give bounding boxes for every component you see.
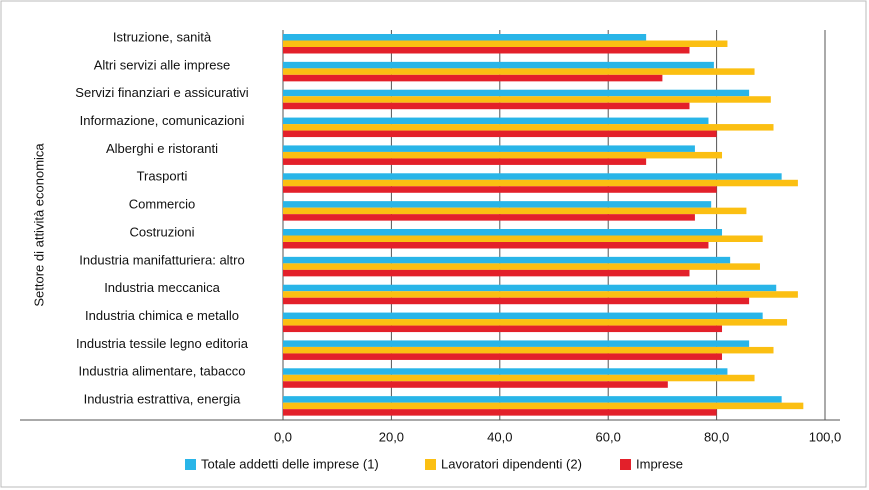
bar (283, 186, 717, 193)
bar (283, 61, 714, 69)
bar (283, 47, 690, 54)
bar (283, 40, 728, 47)
bar (283, 374, 755, 382)
bar (283, 256, 731, 264)
legend-swatch (185, 459, 196, 470)
y-tick-label: Altri servizi alle imprese (94, 57, 231, 72)
y-axis-title: Settore di attività economica (31, 143, 46, 307)
bar (283, 368, 728, 375)
y-tick-label: Industria chimica e metallo (85, 308, 239, 323)
x-tick-label: 0,0 (274, 429, 292, 444)
y-tick-label: Industria tessile legno editoria (76, 336, 249, 351)
legend-swatch (425, 459, 436, 470)
y-tick-label: Informazione, comunicazioni (80, 113, 245, 128)
bar (283, 229, 723, 236)
x-tick-label: 60,0 (596, 429, 621, 444)
bar (283, 34, 647, 41)
bar (283, 207, 747, 215)
legend-label: Lavoratori dipendenti (2) (441, 456, 582, 471)
bar (283, 214, 695, 221)
bar (283, 173, 782, 180)
x-tick-label: 80,0 (704, 429, 729, 444)
bar (283, 381, 668, 388)
bar (283, 130, 717, 138)
bar (283, 409, 717, 416)
x-tick-label: 40,0 (487, 429, 512, 444)
y-tick-label: Alberghi e ristoranti (106, 141, 218, 156)
bar (283, 340, 750, 347)
y-tick-label: Trasporti (137, 169, 188, 184)
legend-label: Imprese (636, 456, 683, 471)
y-tick-label: Istruzione, sanità (113, 29, 212, 44)
bar (283, 74, 663, 82)
bar (283, 124, 774, 131)
y-tick-label: Industria meccanica (104, 280, 220, 295)
y-tick-label: Industria manifatturiera: altro (79, 252, 244, 267)
bar (283, 242, 709, 249)
y-tick-label: Industria alimentare, tabacco (79, 364, 246, 379)
bar (283, 263, 760, 270)
bar (283, 102, 690, 110)
bar (283, 353, 723, 360)
bar (283, 89, 750, 97)
bar (283, 396, 782, 403)
bar (283, 145, 695, 152)
bar (283, 402, 804, 410)
y-tick-label: Servizi finanziari e assicurativi (75, 85, 249, 100)
bar (283, 235, 763, 242)
x-tick-label: 20,0 (379, 429, 404, 444)
bar (283, 179, 798, 187)
bar (283, 346, 774, 354)
y-tick-label: Costruzioni (129, 224, 194, 239)
bar (283, 297, 750, 305)
bar (283, 68, 755, 75)
bar (283, 269, 690, 277)
y-tick-label: Commercio (129, 197, 195, 212)
bar (283, 312, 763, 320)
bar (283, 291, 798, 298)
legend-label: Totale addetti delle imprese (1) (201, 456, 379, 471)
bar (283, 319, 788, 326)
bar (283, 158, 647, 165)
bar (283, 201, 712, 208)
bar (283, 151, 723, 159)
bar (283, 284, 777, 292)
x-tick-label: 100,0 (809, 429, 842, 444)
bar (283, 117, 709, 125)
bar (283, 325, 723, 333)
legend-swatch (620, 459, 631, 470)
bar (283, 96, 771, 103)
y-tick-label: Industria estrattiva, energia (84, 392, 242, 407)
